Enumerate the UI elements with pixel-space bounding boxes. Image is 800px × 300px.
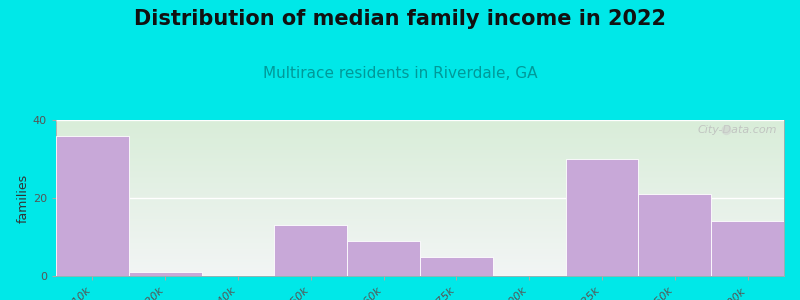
Bar: [347, 241, 420, 276]
Text: City-Data.com: City-Data.com: [698, 125, 777, 135]
Bar: [56, 136, 129, 276]
Bar: [638, 194, 711, 276]
Bar: [129, 272, 202, 276]
Text: ⬤: ⬤: [721, 125, 731, 135]
Bar: [274, 225, 347, 276]
Text: Multirace residents in Riverdale, GA: Multirace residents in Riverdale, GA: [262, 66, 538, 81]
Bar: [420, 256, 493, 276]
Y-axis label: families: families: [17, 173, 30, 223]
Bar: [711, 221, 784, 276]
Bar: [566, 159, 638, 276]
Text: Distribution of median family income in 2022: Distribution of median family income in …: [134, 9, 666, 29]
